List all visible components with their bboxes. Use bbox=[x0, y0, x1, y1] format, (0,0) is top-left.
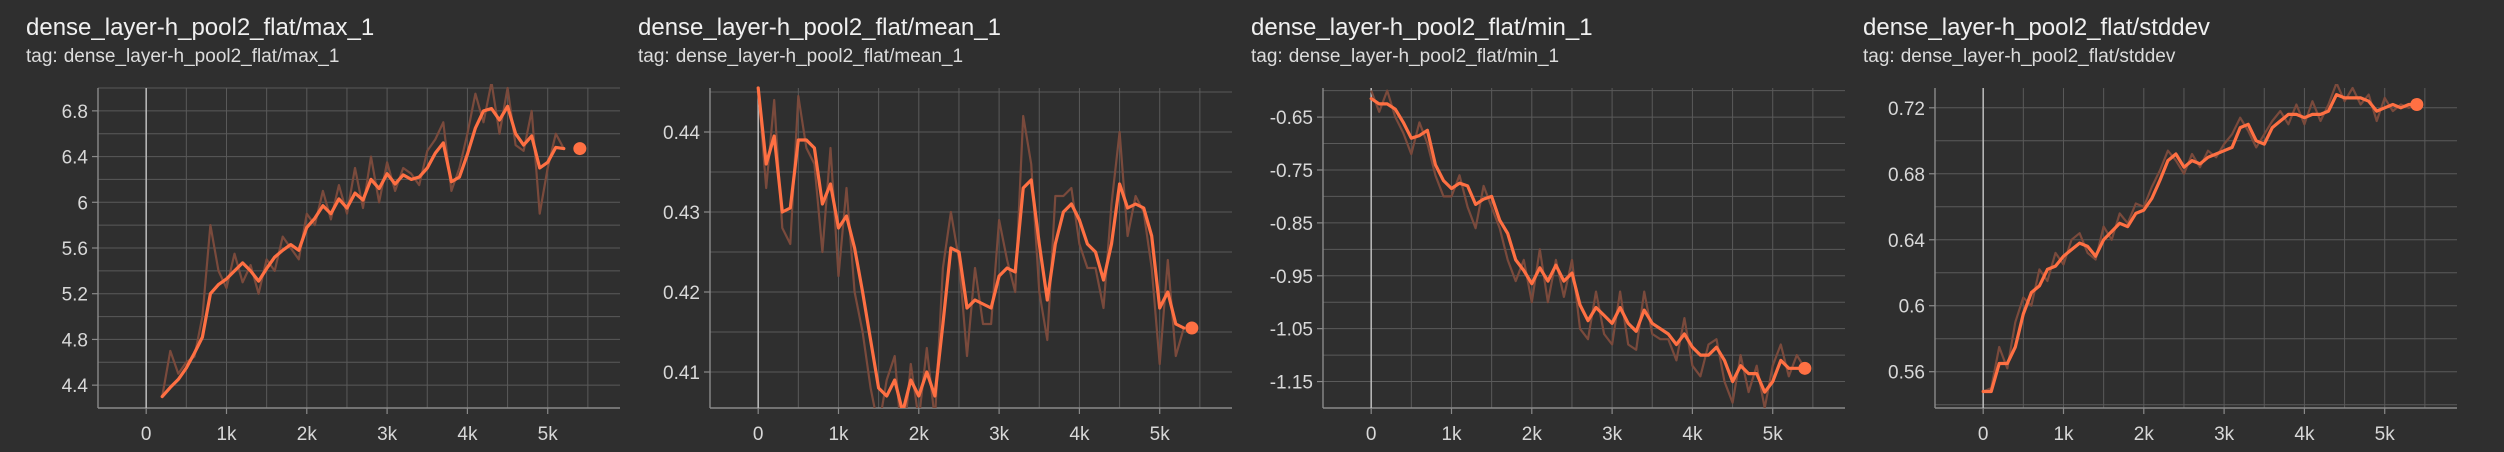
x-tick-label: 5k bbox=[2375, 424, 2396, 445]
x-tick-label: 3k bbox=[377, 424, 398, 445]
x-tick-label: 1k bbox=[2053, 424, 2074, 445]
raw-series-line bbox=[757, 87, 1185, 408]
smoothed-series-line bbox=[160, 104, 566, 399]
x-tick-label: 5k bbox=[538, 424, 559, 445]
y-tick-label: 0.6 bbox=[1899, 297, 1925, 318]
chart-card-max: dense_layer-h_pool2_flat/max_1 tag: dense… bbox=[26, 0, 638, 452]
x-tick-label: 2k bbox=[297, 424, 318, 445]
chart-card-min: dense_layer-h_pool2_flat/min_1 tag: dense… bbox=[1251, 0, 1863, 452]
x-tick-label: 4k bbox=[1069, 424, 1090, 445]
y-tick-label: 0.64 bbox=[1888, 231, 1925, 252]
y-tick-label: 5.2 bbox=[62, 285, 88, 306]
chart-tag: tag: dense_layer-h_pool2_flat/min_1 bbox=[1251, 46, 1559, 68]
y-tick-label: 6.4 bbox=[62, 148, 89, 169]
x-tick-label: 3k bbox=[2214, 424, 2235, 445]
chart-tag: tag: dense_layer-h_pool2_flat/stddev bbox=[1863, 46, 2175, 68]
chart-title: dense_layer-h_pool2_flat/stddev bbox=[1863, 14, 2210, 41]
x-tick-label: 2k bbox=[909, 424, 930, 445]
end-point-marker bbox=[1185, 321, 1199, 335]
x-tick-label: 4k bbox=[2294, 424, 2315, 445]
y-tick-label: 4.8 bbox=[62, 330, 88, 351]
end-point-marker bbox=[2410, 97, 2424, 111]
y-tick-label: 4.4 bbox=[62, 376, 89, 397]
y-tick-label: 6 bbox=[77, 193, 88, 214]
smoothed-series-line bbox=[1981, 92, 2419, 394]
x-tick-label: 3k bbox=[1602, 424, 1623, 445]
tag-value: dense_layer-h_pool2_flat/mean_1 bbox=[675, 46, 964, 67]
y-tick-label: 0.68 bbox=[1888, 165, 1925, 186]
x-tick-label: 1k bbox=[828, 424, 849, 445]
smoothed-series-line bbox=[1369, 96, 1807, 394]
x-tick-label: 1k bbox=[216, 424, 237, 445]
end-point-marker bbox=[573, 142, 587, 156]
end-point-marker bbox=[1798, 361, 1812, 375]
y-tick-label: -0.85 bbox=[1270, 214, 1313, 235]
x-tick-label: 4k bbox=[1682, 424, 1703, 445]
chart-plot[interactable]: 4.4 4.8 5.2 5.6 6 6.4 6.8 0 1k 2k 3k 4k 5k bbox=[26, 0, 638, 452]
y-tick-label: 0.43 bbox=[663, 203, 700, 224]
smoothed-series-line bbox=[756, 86, 1186, 408]
tag-value: dense_layer-h_pool2_flat/stddev bbox=[1900, 46, 2176, 67]
y-tick-label: -0.95 bbox=[1270, 267, 1313, 288]
chart-title: dense_layer-h_pool2_flat/mean_1 bbox=[638, 14, 1001, 41]
chart-card-mean: dense_layer-h_pool2_flat/mean_1 tag: dens… bbox=[638, 0, 1250, 452]
x-tick-label: 2k bbox=[1522, 424, 1543, 445]
tag-prefix: tag: bbox=[26, 46, 58, 67]
tag-prefix: tag: bbox=[1863, 46, 1895, 67]
chart-title: dense_layer-h_pool2_flat/max_1 bbox=[26, 14, 375, 41]
chart-plot[interactable]: 0.56 0.6 0.64 0.68 0.72 0 1k 2k 3k 4k 5k bbox=[1863, 0, 2475, 452]
x-tick-label: 5k bbox=[1763, 424, 1784, 445]
chart-plot[interactable]: -1.15 -1.05 -0.95 -0.85 -0.75 -0.65 0 1k 2k 3k 4k 5… bbox=[1251, 0, 1863, 452]
x-tick-label: 2k bbox=[2134, 424, 2155, 445]
chart-tag: tag: dense_layer-h_pool2_flat/mean_1 bbox=[638, 46, 963, 68]
chart-title: dense_layer-h_pool2_flat/min_1 bbox=[1251, 14, 1593, 41]
tag-prefix: tag: bbox=[1251, 46, 1283, 67]
y-tick-label: 0.44 bbox=[663, 123, 700, 144]
x-tick-label: 1k bbox=[1441, 424, 1462, 445]
y-tick-label: 0.56 bbox=[1888, 363, 1925, 384]
x-tick-label: 0 bbox=[1978, 424, 1989, 445]
x-tick-label: 0 bbox=[753, 424, 764, 445]
y-tick-label: -0.75 bbox=[1270, 161, 1313, 182]
x-tick-label: 0 bbox=[141, 424, 152, 445]
raw-series-line bbox=[1982, 84, 2418, 393]
raw-series-line bbox=[161, 84, 565, 397]
chart-card-stddev: dense_layer-h_pool2_flat/stddev tag: dens… bbox=[1863, 0, 2475, 452]
y-tick-label: 0.72 bbox=[1888, 99, 1925, 120]
raw-series-line bbox=[1370, 89, 1806, 408]
y-tick-label: 6.8 bbox=[62, 102, 88, 123]
tag-value: dense_layer-h_pool2_flat/min_1 bbox=[1288, 46, 1560, 67]
y-tick-label: -0.65 bbox=[1270, 108, 1313, 129]
y-tick-label: 0.41 bbox=[663, 363, 700, 384]
tag-prefix: tag: bbox=[638, 46, 670, 67]
y-tick-label: -1.05 bbox=[1270, 320, 1313, 341]
chart-plot[interactable]: 0.41 0.42 0.43 0.44 0 1k 2k 3k 4k 5k bbox=[638, 0, 1250, 452]
chart-tag: tag: dense_layer-h_pool2_flat/max_1 bbox=[26, 46, 339, 68]
x-tick-label: 5k bbox=[1150, 424, 1171, 445]
tag-value: dense_layer-h_pool2_flat/max_1 bbox=[63, 46, 340, 67]
y-tick-label: 0.42 bbox=[663, 283, 700, 304]
x-tick-label: 0 bbox=[1366, 424, 1377, 445]
x-tick-label: 3k bbox=[989, 424, 1010, 445]
y-tick-label: 5.6 bbox=[62, 239, 88, 260]
y-tick-label: -1.15 bbox=[1270, 373, 1313, 394]
x-tick-label: 4k bbox=[457, 424, 478, 445]
